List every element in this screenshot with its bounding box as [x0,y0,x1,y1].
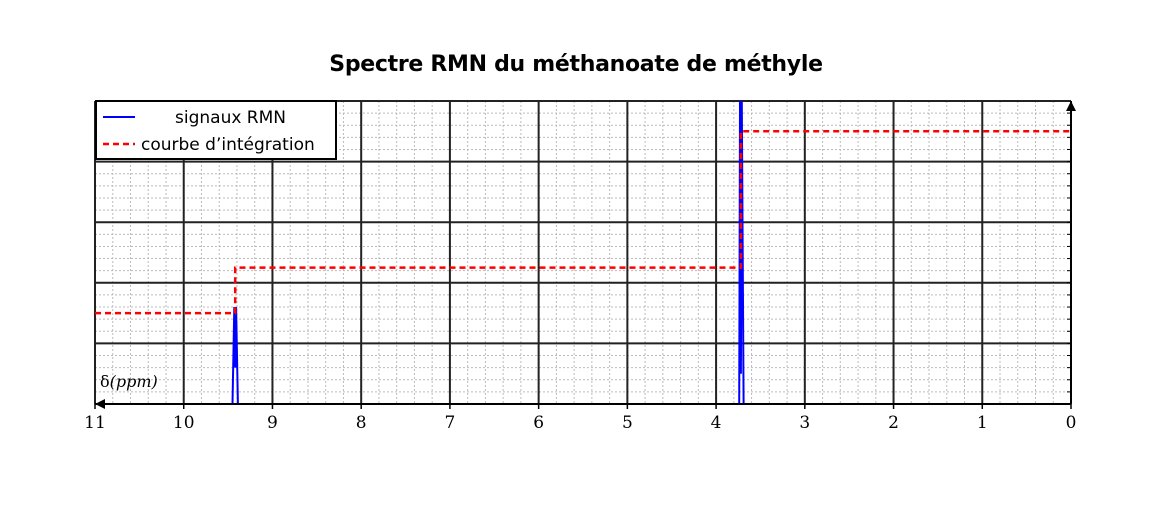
y-axis-arrow [1066,101,1076,111]
x-axis-symbol: δ [100,372,110,391]
legend-integration-label: courbe d’intégration [141,135,315,155]
x-tick-label: 11 [84,413,106,433]
x-tick-label: 10 [173,413,195,433]
ticks-layer: 11 10 9 8 7 6 5 4 3 2 1 0 [84,404,1076,433]
x-tick-label: 2 [888,413,899,433]
x-tick-label: 6 [533,413,544,433]
x-tick-label: 4 [711,413,722,433]
x-tick-label: 1 [977,413,988,433]
x-axis-unit: (ppm) [110,372,158,391]
legend: signaux RMN courbe d’intégration [95,100,337,160]
major-grid [94,100,1072,405]
x-axis-label: δ(ppm) [100,372,158,391]
x-tick-label: 0 [1066,413,1077,433]
legend-signal-label: signaux RMN [175,108,286,128]
axes-layer [95,101,1076,409]
minor-grid [95,101,1071,404]
x-axis-arrow [95,399,105,409]
chart-title: Spectre RMN du méthanoate de méthyle [329,52,823,77]
series-integration-line [95,130,1071,315]
svg-text:δ(ppm): δ(ppm) [100,372,158,391]
x-tick-label: 7 [444,413,455,433]
x-tick-label: 5 [622,413,633,433]
x-tick-label: 9 [267,413,278,433]
x-tick-label: 8 [356,413,367,433]
legend-box [95,100,337,160]
x-tick-label: 3 [799,413,810,433]
